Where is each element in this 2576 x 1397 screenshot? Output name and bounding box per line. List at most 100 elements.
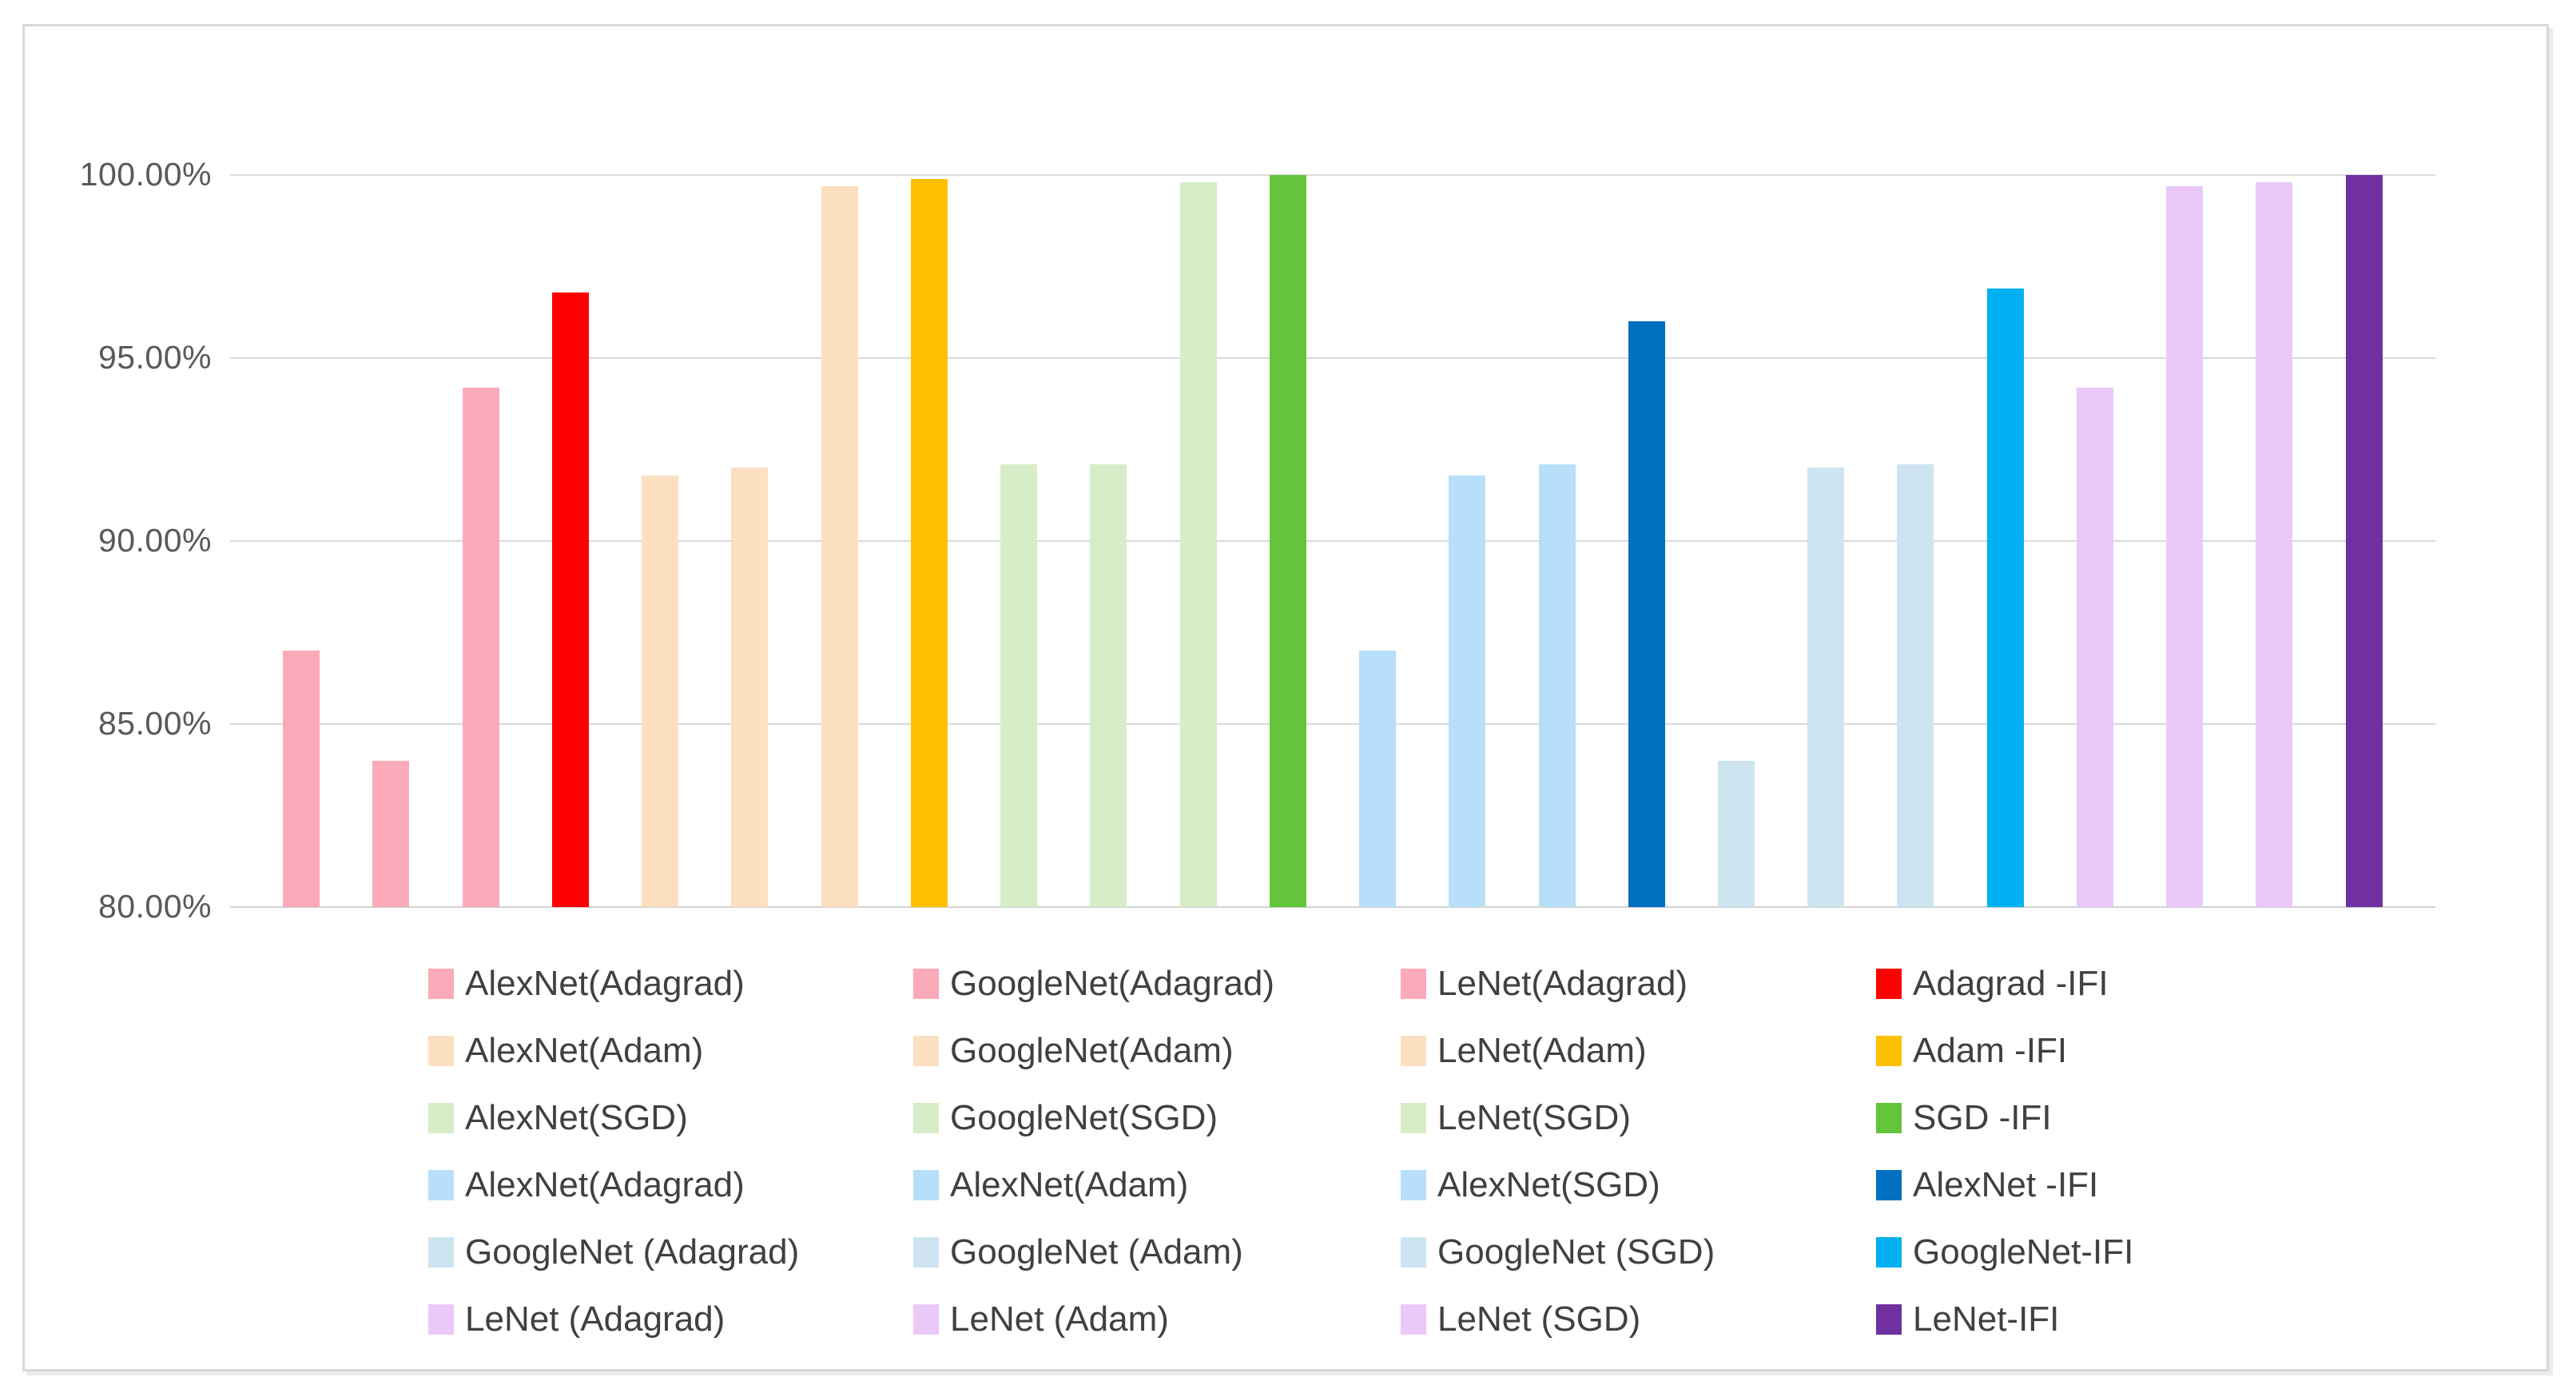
- plot-area: [230, 174, 2435, 908]
- bar-googlenet-adagrad-2: [372, 760, 410, 907]
- gridline-90: [230, 540, 2435, 542]
- legend-item-googlenet-adagrad: GoogleNet (Adagrad): [428, 1232, 913, 1272]
- legend: AlexNet(Adagrad) GoogleNet(Adagrad) LeNet(…: [428, 950, 2474, 1353]
- bar-lenet-adam-7: [821, 185, 858, 907]
- legend-item-alexnet-adagrad: AlexNet(Adagrad): [428, 964, 913, 1004]
- legend-swatch-icon: [913, 1170, 939, 1200]
- legend-swatch-icon: [1876, 969, 1902, 999]
- legend-swatch-icon: [1876, 1237, 1902, 1268]
- legend-item-googlenet-adam: GoogleNet (Adam): [913, 1232, 1401, 1272]
- legend-label: AlexNet(Adagrad): [465, 1165, 745, 1204]
- legend-swatch-icon: [428, 1170, 454, 1200]
- legend-item-googlenet-sgd: GoogleNet (SGD): [1401, 1232, 1876, 1272]
- legend-swatch-icon: [1876, 1170, 1902, 1200]
- legend-label: AlexNet -IFI: [1913, 1165, 2099, 1204]
- bar-alexnet-sgd-9: [1000, 464, 1038, 907]
- bar-adam-ifi-8: [910, 178, 948, 907]
- legend-item-alexnet-adam: AlexNet(Adam): [913, 1165, 1401, 1205]
- legend-item-alexnet-sgd: AlexNet(SGD): [428, 1098, 913, 1138]
- y-tick-label-80: 80.00%: [97, 888, 212, 925]
- legend-label: GoogleNet (Adagrad): [465, 1232, 800, 1272]
- bar-alexnet-sgd-15: [1538, 464, 1576, 907]
- legend-item-lenet-sgd: LeNet(SGD): [1401, 1098, 1876, 1138]
- legend-swatch-icon: [1401, 1304, 1426, 1335]
- legend-item-googlenet-adagrad: GoogleNet(Adagrad): [913, 964, 1401, 1004]
- legend-swatch-icon: [1401, 1170, 1426, 1200]
- legend-swatch-icon: [1401, 1103, 1426, 1133]
- legend-label: LeNet(Adagrad): [1437, 964, 1688, 1003]
- legend-item-lenet-sgd: LeNet (SGD): [1401, 1299, 1876, 1339]
- y-tick-label-95: 95.00%: [97, 339, 212, 376]
- legend-swatch-icon: [428, 1103, 454, 1133]
- legend-swatch-icon: [428, 1237, 454, 1268]
- legend-label: GoogleNet(Adagrad): [950, 964, 1275, 1003]
- bar-lenet-adagrad-21: [2076, 387, 2113, 907]
- bar-googlenet-adagrad-17: [1717, 760, 1755, 907]
- legend-label: Adagrad -IFI: [1913, 964, 2109, 1003]
- y-tick-label-90: 90.00%: [97, 522, 212, 559]
- legend-swatch-icon: [913, 1103, 939, 1133]
- bar-alexnet-adagrad-13: [1359, 651, 1397, 907]
- legend-label: GoogleNet(Adam): [950, 1031, 1234, 1070]
- legend-label: SGD -IFI: [1913, 1098, 2052, 1137]
- bar-alexnet-adam-14: [1449, 475, 1486, 907]
- gridline-85: [230, 723, 2435, 725]
- legend-label: AlexNet(SGD): [465, 1098, 688, 1137]
- legend-label: AlexNet(Adam): [950, 1165, 1189, 1204]
- legend-label: LeNet (Adagrad): [465, 1299, 725, 1339]
- bar-googlenet-adam-18: [1807, 468, 1845, 907]
- legend-item-googlenet-sgd: GoogleNet(SGD): [913, 1098, 1401, 1138]
- bar-googlenet-sgd-19: [1897, 464, 1934, 907]
- bar-lenet-sgd-23: [2256, 182, 2293, 907]
- legend-item-adam-ifi: Adam -IFI: [1876, 1031, 2474, 1071]
- legend-swatch-icon: [1876, 1103, 1902, 1133]
- bar-googlenet-adam-6: [731, 468, 769, 907]
- legend-label: LeNet (Adam): [950, 1299, 1169, 1339]
- legend-label: LeNet(SGD): [1437, 1098, 1632, 1137]
- legend-item-lenet-adam: LeNet(Adam): [1401, 1031, 1876, 1071]
- legend-item-googlenet-adam: GoogleNet(Adam): [913, 1031, 1401, 1071]
- legend-label: LeNet (SGD): [1437, 1299, 1641, 1339]
- bar-lenet-adam-22: [2166, 185, 2204, 907]
- legend-swatch-icon: [1876, 1304, 1902, 1335]
- legend-item-alexnet-ifi: AlexNet -IFI: [1876, 1165, 2474, 1205]
- legend-swatch-icon: [913, 969, 939, 999]
- bar-alexnet-ifi-16: [1628, 321, 1665, 907]
- bar-lenet-ifi-24: [2345, 175, 2383, 907]
- legend-label: AlexNet(Adagrad): [465, 964, 745, 1003]
- legend-item-alexnet-adam: AlexNet(Adam): [428, 1031, 913, 1071]
- legend-item-sgd-ifi: SGD -IFI: [1876, 1098, 2474, 1138]
- bar-alexnet-adagrad-1: [283, 651, 320, 907]
- legend-item-alexnet-adagrad: AlexNet(Adagrad): [428, 1165, 913, 1205]
- gridline-80: [230, 906, 2435, 908]
- bar-lenet-adagrad-3: [462, 387, 499, 907]
- legend-swatch-icon: [913, 1237, 939, 1268]
- legend-label: GoogleNet-IFI: [1913, 1232, 2134, 1272]
- gridline-100: [230, 174, 2435, 176]
- legend-swatch-icon: [428, 1304, 454, 1335]
- legend-label: GoogleNet(SGD): [950, 1098, 1218, 1137]
- legend-swatch-icon: [1876, 1036, 1902, 1066]
- legend-label: LeNet(Adam): [1437, 1031, 1647, 1070]
- legend-item-googlenet-ifi: GoogleNet-IFI: [1876, 1232, 2474, 1272]
- legend-swatch-icon: [428, 969, 454, 999]
- legend-swatch-icon: [913, 1036, 939, 1066]
- bar-adagrad-ifi-4: [551, 292, 589, 907]
- legend-label: Adam -IFI: [1913, 1031, 2068, 1070]
- chart-card: 100.00% 95.00% 90.00% 85.00% 80.00% AlexNet(…: [22, 24, 2549, 1371]
- legend-swatch-icon: [913, 1304, 939, 1335]
- legend-item-adagrad-ifi: Adagrad -IFI: [1876, 964, 2474, 1004]
- gridline-95: [230, 357, 2435, 359]
- legend-label: GoogleNet (SGD): [1437, 1232, 1715, 1272]
- legend-item-lenet-adagrad: LeNet (Adagrad): [428, 1299, 913, 1339]
- bar-googlenet-ifi-20: [1986, 288, 2024, 907]
- bar-googlenet-sgd-10: [1090, 464, 1127, 907]
- legend-label: AlexNet(SGD): [1437, 1165, 1660, 1204]
- legend-label: GoogleNet (Adam): [950, 1232, 1243, 1272]
- legend-item-lenet-adam: LeNet (Adam): [913, 1299, 1401, 1339]
- legend-swatch-icon: [1401, 1237, 1426, 1268]
- legend-item-lenet-adagrad: LeNet(Adagrad): [1401, 964, 1876, 1004]
- bar-sgd-ifi-12: [1269, 175, 1306, 907]
- bar-alexnet-adam-5: [642, 475, 679, 907]
